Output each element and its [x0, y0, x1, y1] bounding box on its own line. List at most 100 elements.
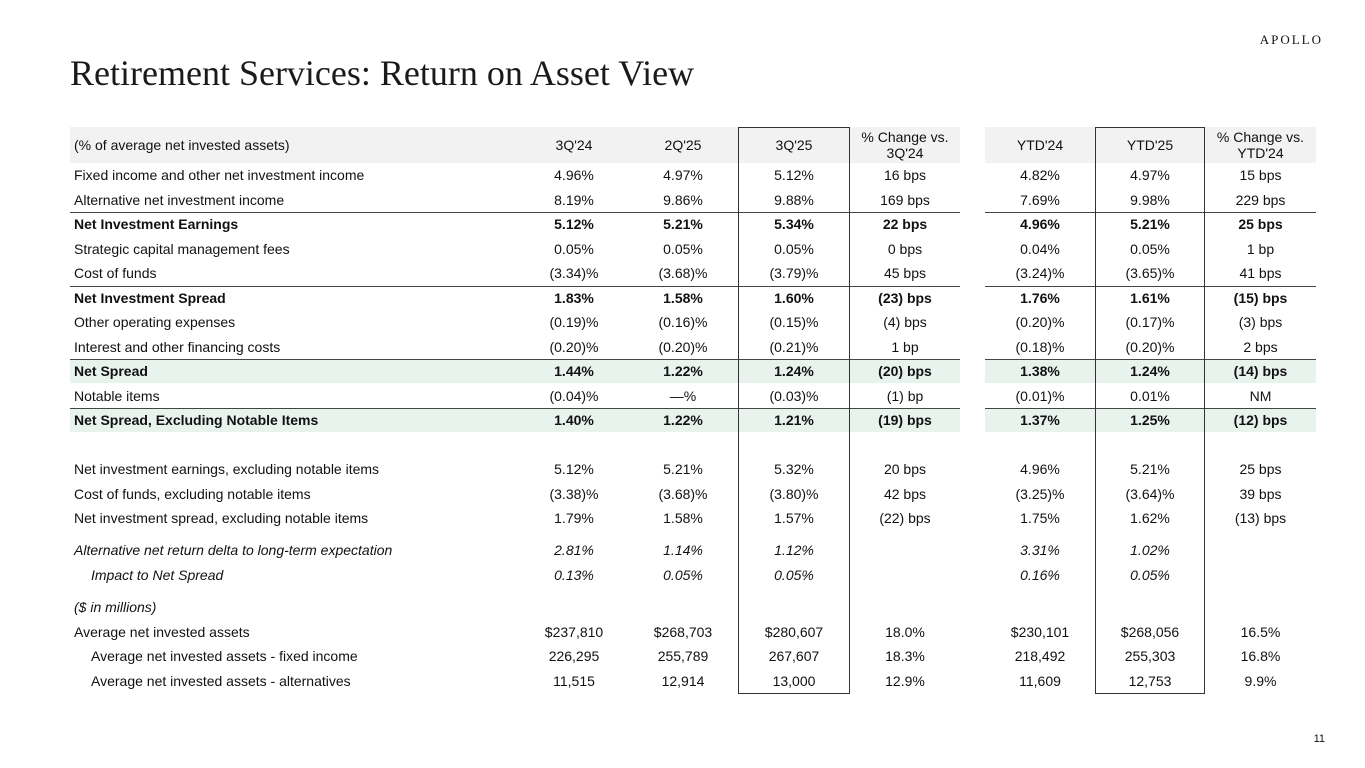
table-cell: 5.32% — [774, 461, 814, 477]
row-rule — [70, 211, 960, 213]
table-cell: —% — [669, 388, 697, 404]
table-cell: 1.22% — [663, 363, 703, 379]
table-cell: (22) bps — [879, 510, 931, 526]
table-cell: 0.05% — [663, 567, 703, 583]
table-cell: 1 bp — [1246, 241, 1275, 257]
table-cell: 11,609 — [1019, 673, 1061, 689]
table-cell: 3.31% — [1020, 542, 1060, 558]
table-cell: 0.05% — [1130, 241, 1170, 257]
row-label: Other operating expenses — [74, 314, 236, 330]
table-cell: 12,914 — [661, 673, 705, 689]
table-cell: 1.58% — [663, 510, 703, 526]
table-cell: 0.05% — [1130, 567, 1170, 583]
table-cell: 226,295 — [548, 648, 600, 664]
table-cell: (3.34)% — [549, 265, 599, 281]
table-cell: (1) bp — [886, 388, 924, 404]
table-cell: (13) bps — [1234, 510, 1287, 526]
row-rule — [985, 285, 1316, 287]
table-cell: 255,789 — [657, 648, 709, 664]
column-header: (% of average net invested assets) — [74, 137, 290, 153]
table-cell: 1.25% — [1130, 412, 1170, 428]
row-label: Interest and other financing costs — [74, 339, 281, 355]
table-cell: 4.97% — [1130, 167, 1170, 183]
column-box — [1095, 127, 1205, 694]
table-cell: 1 bp — [891, 339, 919, 355]
header-bg — [985, 127, 1316, 163]
row-label: Average net invested assets — [74, 624, 250, 640]
table-cell: 9.98% — [1130, 192, 1170, 208]
table-cell: (3.25)% — [1015, 486, 1065, 502]
table-cell: 12.9% — [885, 673, 925, 689]
table-cell: (0.20)% — [1015, 314, 1065, 330]
table-cell: (0.04)% — [549, 388, 599, 404]
table-cell: 1.62% — [1130, 510, 1170, 526]
table-cell: $268,056 — [1120, 624, 1180, 640]
row-label: Notable items — [74, 388, 160, 404]
row-label: Net Spread, Excluding Notable Items — [74, 412, 319, 428]
row-rule — [70, 407, 960, 409]
table-cell: 13,000 — [772, 673, 816, 689]
table-cell: 5.34% — [774, 216, 814, 232]
table-cell: 1.38% — [1020, 363, 1060, 379]
table-cell: 12,753 — [1128, 673, 1172, 689]
table-cell: 1.12% — [774, 542, 814, 558]
table-cell: 1.57% — [774, 510, 814, 526]
table-cell: (20) bps — [878, 363, 932, 379]
column-header: 2Q'25 — [664, 137, 702, 153]
table-cell: (3.68)% — [658, 265, 708, 281]
table-cell: (15) bps — [1233, 290, 1288, 306]
table-cell: 0.05% — [663, 241, 703, 257]
table-cell: 9.88% — [774, 192, 814, 208]
table-cell: 169 bps — [880, 192, 930, 208]
table-cell: 42 bps — [883, 486, 927, 502]
table-cell: 16.8% — [1240, 648, 1281, 664]
table-cell: 218,492 — [1014, 648, 1066, 664]
table-cell: 18.3% — [885, 648, 925, 664]
table-cell: 1.58% — [663, 290, 703, 306]
row-label: Average net invested assets - alternativ… — [91, 673, 351, 689]
table-cell: (3.80)% — [769, 486, 819, 502]
table-cell: 5.21% — [1130, 216, 1170, 232]
table-cell: (12) bps — [1233, 412, 1288, 428]
table-cell: (0.16)% — [658, 314, 708, 330]
row-rule — [985, 407, 1316, 409]
table-cell: (4) bps — [883, 314, 927, 330]
row-highlight — [985, 407, 1316, 433]
table-cell: (3.68)% — [658, 486, 708, 502]
table-cell: 1.79% — [554, 510, 594, 526]
table-cell: 1.83% — [554, 290, 594, 306]
column-header: 3Q'24 — [555, 137, 593, 153]
table-cell: $230,101 — [1010, 624, 1070, 640]
table-cell: 5.21% — [1130, 461, 1170, 477]
table-cell: 22 bps — [882, 216, 928, 232]
table-cell: 1.76% — [1020, 290, 1060, 306]
table-cell: 5.12% — [554, 216, 594, 232]
table-cell: 15 bps — [1239, 167, 1282, 183]
table-cell: 1.40% — [554, 412, 594, 428]
table-cell: (3.79)% — [769, 265, 819, 281]
table-cell: NM — [1249, 388, 1272, 404]
table-cell: 0.05% — [774, 241, 814, 257]
table-cell: 267,607 — [768, 648, 820, 664]
row-label: Strategic capital management fees — [74, 241, 290, 257]
row-highlight — [985, 358, 1316, 384]
table-cell: (3.65)% — [1125, 265, 1175, 281]
table-cell: (3.64)% — [1125, 486, 1175, 502]
row-label: Net investment spread, excluding notable… — [74, 510, 369, 526]
table-cell: 1.44% — [554, 363, 594, 379]
table-cell: 5.12% — [774, 167, 814, 183]
row-highlight — [70, 407, 960, 433]
row-rule — [985, 211, 1316, 213]
table-cell: 229 bps — [1235, 192, 1286, 208]
table-cell: 20 bps — [883, 461, 927, 477]
table-cell: 0 bps — [887, 241, 923, 257]
row-highlight — [70, 358, 960, 384]
table-cell: 4.82% — [1020, 167, 1060, 183]
table-cell: 1.21% — [774, 412, 814, 428]
table-cell: (0.01)% — [1015, 388, 1065, 404]
table-cell: 0.16% — [1020, 567, 1060, 583]
row-label: Cost of funds — [74, 265, 157, 281]
column-box — [738, 127, 850, 694]
table-cell: $237,810 — [544, 624, 604, 640]
